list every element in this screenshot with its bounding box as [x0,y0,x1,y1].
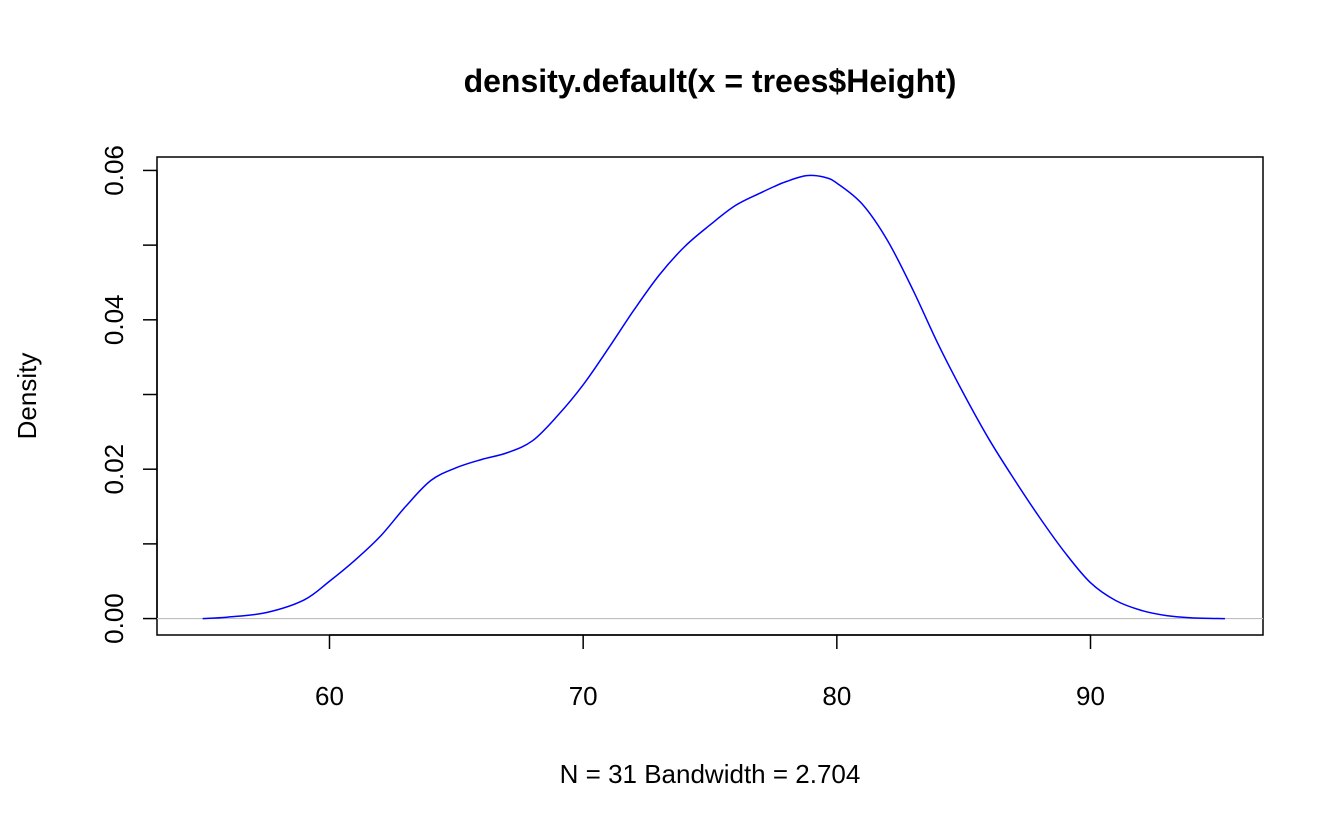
y-tick-label: 0.04 [99,295,129,346]
x-tick-label: 90 [1076,681,1105,711]
density-line [202,174,1225,620]
x-tick-label: 80 [822,681,851,711]
x-axis-label: N = 31 Bandwidth = 2.704 [560,759,861,789]
y-tick-label: 0.00 [99,593,129,644]
x-axis: 60 70 80 90 [315,634,1105,711]
y-axis: 0.00 0.02 0.04 0.06 [99,145,158,644]
plot-box [156,156,1264,636]
x-tick-label: 70 [569,681,598,711]
y-tick-label: 0.06 [99,145,129,196]
y-tick-label: 0.02 [99,444,129,495]
y-axis-label: Density [12,353,42,440]
chart-title: density.default(x = trees$Height) [464,63,957,99]
x-tick-label: 60 [315,681,344,711]
